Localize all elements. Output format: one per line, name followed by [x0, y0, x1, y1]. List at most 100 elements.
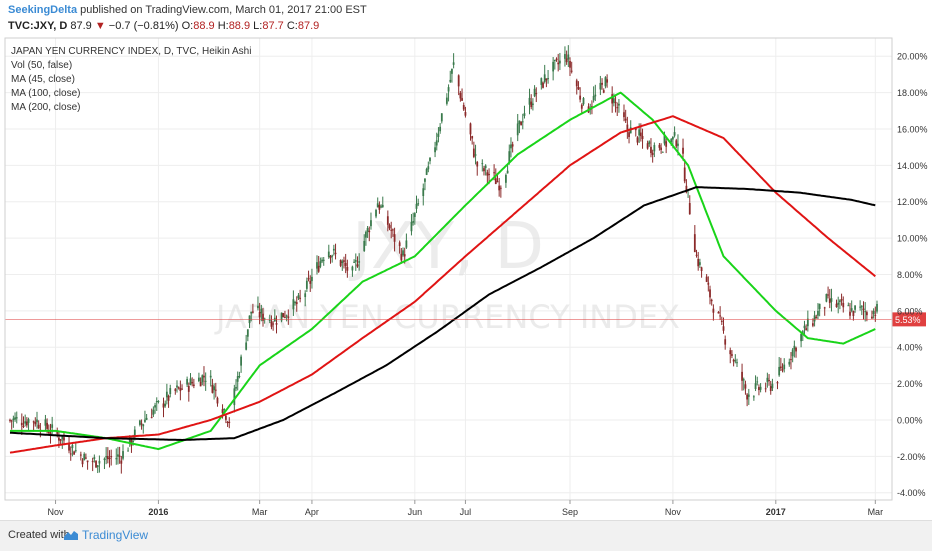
candle-body: [486, 172, 489, 176]
candle-body: [661, 151, 664, 153]
candle-body: [545, 78, 548, 81]
candle-body: [493, 172, 496, 174]
candle-body: [327, 251, 330, 258]
candle-body: [85, 457, 87, 459]
candle-body: [110, 455, 113, 458]
candle-body: [440, 113, 443, 122]
candle-body: [341, 261, 344, 264]
candle-body: [413, 213, 416, 217]
candle-body: [476, 161, 479, 167]
candle-body: [58, 437, 60, 441]
candle-body: [602, 90, 605, 93]
candles: [9, 45, 878, 474]
candle-body: [445, 97, 448, 104]
candle-body: [569, 60, 571, 68]
candle-body: [818, 303, 821, 309]
candle-body: [707, 282, 710, 285]
y-tick-label: 16.00%: [897, 124, 928, 134]
candle-body: [246, 329, 249, 337]
candle-body: [698, 262, 701, 265]
candle-body: [162, 403, 165, 408]
candle-body: [226, 421, 229, 423]
candle-body: [606, 79, 609, 83]
candle-body: [358, 261, 361, 263]
y-tick-label: 12.00%: [897, 197, 928, 207]
candle-body: [555, 58, 558, 60]
candle-body: [142, 424, 145, 427]
candle-body: [356, 264, 359, 267]
candle-body: [449, 79, 452, 82]
candle-body: [506, 170, 509, 174]
last-price: 87.9: [70, 20, 92, 32]
candle-body: [650, 146, 652, 154]
symbol-label: TVC:JXY, D: [8, 20, 68, 32]
candle-body: [862, 308, 865, 310]
tradingview-logo-icon: [64, 531, 78, 540]
candle-body: [93, 457, 96, 459]
candle-body: [579, 95, 582, 100]
candle-body: [332, 248, 335, 251]
candle-body: [535, 93, 538, 95]
candle-body: [68, 444, 70, 451]
candle-body: [660, 147, 662, 150]
price-chart[interactable]: JXY, D JAPAN YEN CURRENCY INDEX 5.53% 20…: [0, 0, 932, 520]
candle-body: [459, 92, 462, 99]
candle-body: [284, 316, 286, 318]
candle-body: [469, 123, 472, 135]
candle-body: [830, 298, 833, 302]
publisher-link[interactable]: SeekingDelta: [8, 4, 78, 16]
candle-body: [788, 361, 791, 365]
candle-body: [849, 311, 851, 316]
y-tick-label: 2.00%: [897, 379, 923, 389]
low-label: L:: [253, 20, 263, 32]
candle-body: [601, 82, 603, 85]
candle-body: [705, 276, 708, 282]
candle-body: [769, 386, 772, 392]
candle-body: [321, 259, 323, 262]
candle-body: [766, 377, 769, 382]
watermark-symbol: JXY, D: [348, 210, 544, 284]
candle-body: [187, 385, 190, 392]
open-label: O:: [181, 20, 194, 32]
candle-body: [204, 380, 207, 382]
candle-body: [483, 168, 485, 172]
candle-body: [508, 151, 511, 163]
candle-body: [577, 87, 580, 90]
open-value: 88.9: [193, 20, 215, 32]
candle-body: [729, 350, 732, 355]
tradingview-link[interactable]: TradingView: [82, 528, 149, 542]
candle-body: [79, 454, 82, 456]
legend-ma100: MA (100, close): [11, 88, 80, 99]
candle-body: [722, 326, 725, 331]
candle-body: [457, 75, 460, 87]
candle-body: [427, 166, 430, 170]
ma-line-100: [9, 115, 876, 454]
candle-body: [140, 423, 143, 425]
candle-body: [213, 386, 215, 391]
candle-body: [429, 157, 431, 162]
candle-body: [199, 382, 202, 387]
candle-body: [36, 419, 38, 423]
candle-body: [876, 304, 878, 312]
candle-body: [201, 375, 204, 383]
close-label: C:: [286, 20, 298, 32]
candle-body: [115, 458, 118, 460]
candle-body: [95, 460, 97, 468]
candle-body: [117, 454, 119, 457]
candle-body: [27, 419, 30, 423]
y-tick-label: 4.00%: [897, 343, 923, 353]
legend-ma45: MA (45, close): [11, 74, 75, 85]
candle-body: [731, 354, 733, 356]
candle-body: [32, 421, 35, 423]
candle-body: [272, 323, 275, 325]
candle-body: [22, 425, 25, 427]
candle-body: [262, 313, 264, 321]
candle-body: [498, 185, 501, 191]
candle-body: [823, 307, 826, 309]
candle-body: [344, 262, 347, 266]
candle-body: [285, 315, 288, 317]
candle-body: [221, 409, 224, 414]
x-tick-label: Jun: [408, 507, 423, 517]
candle-body: [425, 168, 428, 175]
